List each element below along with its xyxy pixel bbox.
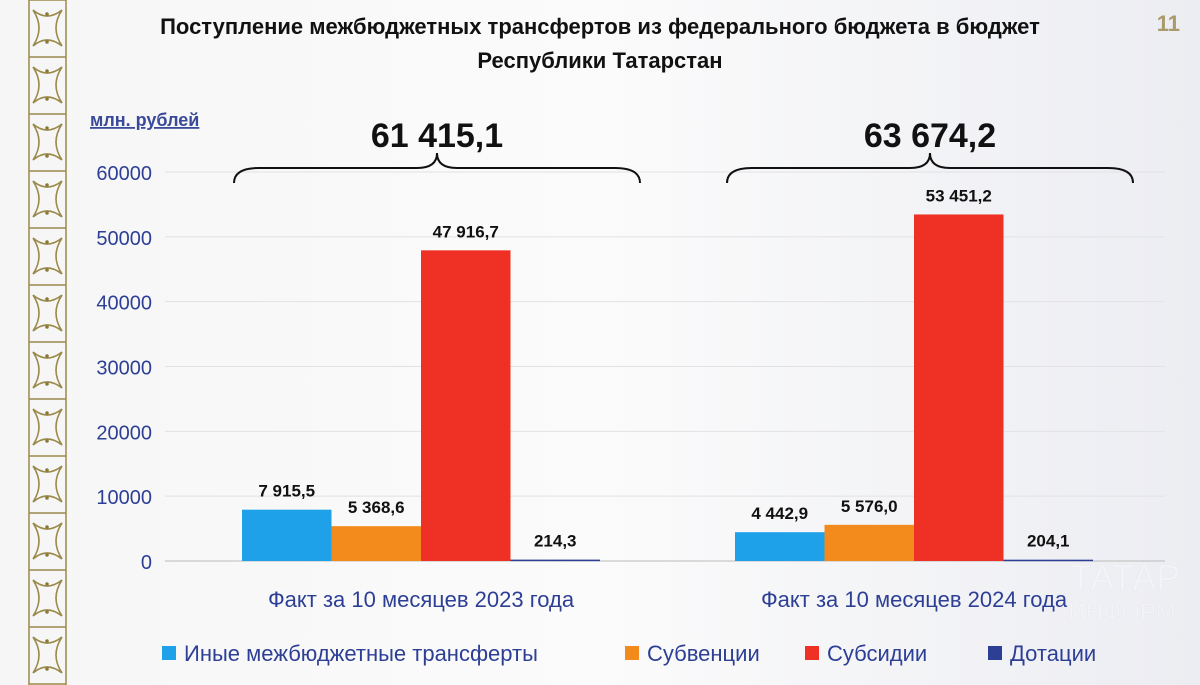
y-axis-unit-label: млн. рублей (90, 110, 199, 130)
svg-text:ТАТАР: ТАТАР (1070, 557, 1181, 598)
chart-title-line2: Республики Татарстан (477, 48, 722, 73)
y-tick-label: 10000 (96, 487, 152, 509)
y-tick-label: 60000 (96, 163, 152, 185)
bar (1003, 559, 1093, 562)
total-brace (726, 152, 1134, 184)
y-tick-label: 50000 (96, 228, 152, 250)
legend-label: Иные межбюджетные трансферты (184, 641, 538, 666)
y-tick-label: 40000 (96, 293, 152, 315)
bar (914, 214, 1004, 561)
total-brace (233, 152, 641, 184)
bar-value-label: 47 916,7 (433, 222, 499, 241)
decorative-border-ornament (25, 0, 70, 685)
bar-value-label: 7 915,5 (258, 482, 315, 501)
bar (331, 526, 421, 561)
bar (242, 509, 332, 561)
legend-swatch (988, 646, 1002, 660)
bar-value-label: 204,1 (1027, 532, 1070, 551)
watermark-logo: ТАТАР ИНФОРМ (1068, 557, 1181, 627)
bar (510, 559, 600, 562)
bar (735, 532, 825, 561)
x-category-label: Факт за 10 месяцев 2023 года (268, 587, 575, 612)
legend-label: Дотации (1010, 641, 1096, 666)
group-total-label: 63 674,2 (864, 117, 996, 155)
legend-swatch (805, 646, 819, 660)
legend-label: Субсидии (827, 641, 927, 666)
legend-swatch (162, 646, 176, 660)
bar-value-label: 214,3 (534, 532, 577, 551)
bar-value-label: 4 442,9 (751, 504, 808, 523)
group-total-label: 61 415,1 (371, 117, 503, 155)
chart-title-line1: Поступление межбюджетных трансфертов из … (160, 14, 1040, 39)
y-tick-label: 0 (141, 552, 152, 574)
x-category-label: Факт за 10 месяцев 2024 года (761, 587, 1068, 612)
bar-value-label: 5 576,0 (841, 497, 898, 516)
bar (421, 250, 511, 561)
svg-text:ИНФОРМ: ИНФОРМ (1068, 599, 1175, 626)
legend-swatch (625, 646, 639, 660)
bar (824, 524, 914, 561)
bar-value-label: 53 451,2 (926, 186, 992, 205)
page-number: 11 (1157, 11, 1180, 36)
y-tick-label: 30000 (96, 358, 152, 380)
bar-value-label: 5 368,6 (348, 498, 405, 517)
y-tick-label: 20000 (96, 422, 152, 444)
legend-label: Субвенции (647, 641, 760, 666)
